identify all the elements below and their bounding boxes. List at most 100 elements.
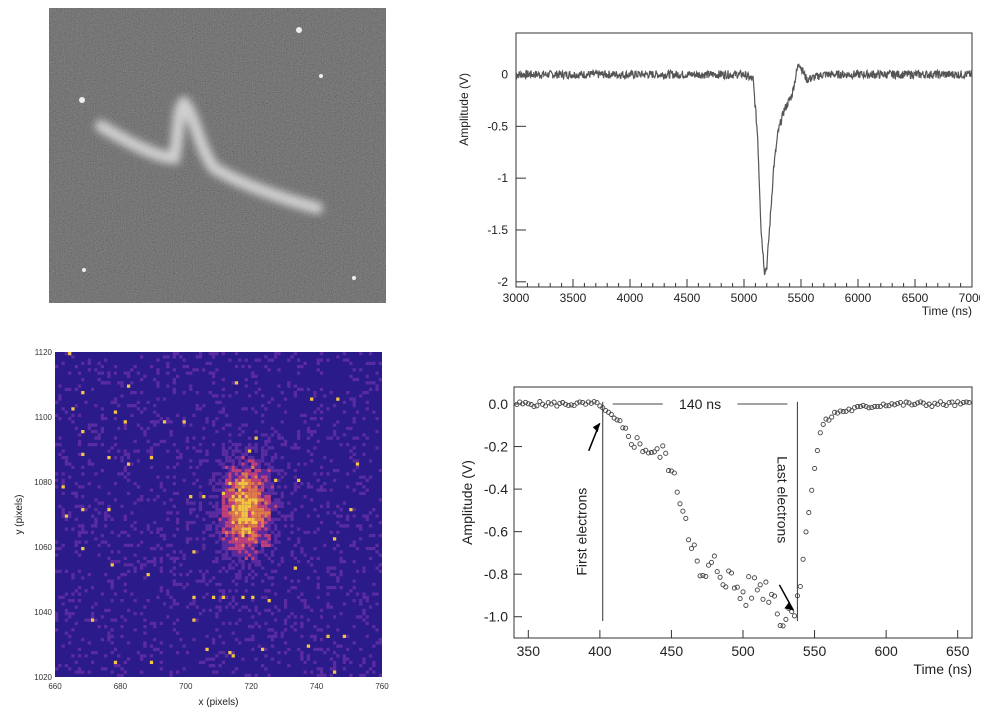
- heatmap-cell: [300, 550, 304, 554]
- heatmap-cell: [349, 543, 353, 547]
- heatmap-cell: [241, 423, 245, 427]
- heatmap-cell: [234, 527, 239, 531]
- heatmap-cell: [58, 397, 62, 401]
- data-point: [565, 402, 571, 409]
- heatmap-cell: [310, 417, 314, 421]
- heatmap-cell: [159, 566, 163, 570]
- heatmap-cell: [175, 618, 180, 622]
- heatmap-cell: [306, 576, 311, 580]
- heatmap-cell: [254, 657, 258, 661]
- heatmap-cell: [365, 391, 369, 395]
- heatmap-cell: [205, 527, 209, 531]
- heatmap-cell: [156, 647, 160, 651]
- heatmap-cell: [189, 423, 193, 427]
- heatmap-cell: [81, 530, 85, 534]
- heatmap-cell: [64, 631, 69, 635]
- heatmap-cell: [143, 433, 147, 437]
- heatmap-cell: [313, 472, 317, 476]
- heatmap-cell: [77, 647, 82, 651]
- heatmap-cell: [247, 478, 252, 482]
- heatmap-cell: [287, 647, 291, 651]
- heatmap-cell: [94, 521, 98, 525]
- heatmap-cell: [189, 602, 193, 606]
- heatmap-cell: [228, 423, 232, 427]
- heatmap-cell: [64, 608, 69, 612]
- heatmap-cell: [270, 550, 275, 554]
- heatmap-cell: [175, 511, 180, 515]
- heatmap-cell: [264, 498, 268, 502]
- data-point: [803, 529, 809, 535]
- heatmap-cell: [169, 673, 173, 677]
- heatmap-cell: [254, 524, 258, 528]
- heatmap-cell: [267, 504, 271, 508]
- heatmap-cell: [290, 491, 294, 495]
- heatmap-cell: [218, 472, 222, 476]
- heatmap-cell: [254, 488, 258, 492]
- heatmap-cell: [283, 576, 288, 580]
- heatmap-cell: [277, 504, 281, 508]
- heatmap-cell: [64, 592, 69, 596]
- heatmap-cell: [254, 504, 258, 508]
- heatmap-cell: [365, 547, 369, 551]
- heatmap-cell: [346, 514, 350, 518]
- heatmap-cell: [143, 374, 147, 378]
- heatmap-cell: [55, 612, 59, 616]
- heatmap-cell: [326, 504, 330, 508]
- bright-spot: [79, 97, 85, 103]
- heatmap-cell: [211, 475, 216, 479]
- heatmap-cell: [274, 527, 278, 531]
- heatmap-cell: [251, 599, 255, 603]
- heatmap-cell: [375, 566, 379, 570]
- heatmap-cell: [100, 430, 105, 434]
- heatmap-cell: [156, 413, 160, 417]
- heatmap-cell: [290, 550, 294, 554]
- heatmap-cell: [234, 446, 239, 450]
- heatmap-cell: [251, 517, 255, 521]
- heatmap-cell: [323, 482, 327, 486]
- heatmap-cell: [97, 543, 101, 547]
- heatmap-cell: [133, 612, 137, 616]
- heatmap-cell: [100, 615, 105, 619]
- heatmap-cell: [97, 511, 101, 515]
- heatmap-cell: [293, 508, 297, 512]
- heatmap-cell: [378, 469, 382, 473]
- heatmap-cell: [113, 618, 118, 622]
- heatmap-cell: [257, 537, 262, 541]
- heatmap-cell: [251, 524, 255, 528]
- heatmap-cell: [359, 475, 363, 479]
- heatmap-cell: [244, 488, 248, 492]
- heatmap-cell: [55, 400, 59, 404]
- heatmap-cell: [274, 352, 278, 356]
- heatmap-cell: [90, 612, 95, 616]
- heatmap-cell: [218, 605, 222, 609]
- heatmap-cell: [90, 387, 95, 391]
- heatmap-cell: [290, 511, 294, 515]
- heatmap-cell: [267, 488, 271, 492]
- heatmap-cell: [342, 501, 347, 505]
- heatmap-cell: [241, 475, 245, 479]
- heatmap-cell: [310, 634, 314, 638]
- heatmap-cell: [372, 381, 376, 385]
- data-point: [958, 401, 964, 407]
- heatmap-cell: [61, 511, 65, 515]
- heatmap-cell: [316, 628, 320, 632]
- heatmap-cell: [225, 511, 229, 515]
- heatmap-cell: [303, 462, 307, 466]
- heatmap-cell: [362, 657, 366, 661]
- heatmap-cell: [182, 644, 186, 648]
- heatmap-cell: [319, 410, 324, 414]
- heatmap-cell: [234, 563, 239, 567]
- heatmap-cell: [274, 547, 278, 551]
- heatmap-cell: [221, 566, 226, 570]
- heatmap-cell: [215, 560, 219, 564]
- heatmap-cell: [172, 482, 176, 486]
- data-point: [688, 545, 695, 552]
- heatmap-cell: [169, 605, 173, 609]
- heatmap-cell: [225, 605, 229, 609]
- heatmap-cell: [280, 443, 284, 447]
- heatmap-cell: [231, 452, 235, 456]
- heatmap-cell: [225, 553, 229, 557]
- heatmap-cell: [198, 352, 203, 356]
- heatmap-cell: [225, 504, 229, 508]
- heatmap-cell: [130, 543, 134, 547]
